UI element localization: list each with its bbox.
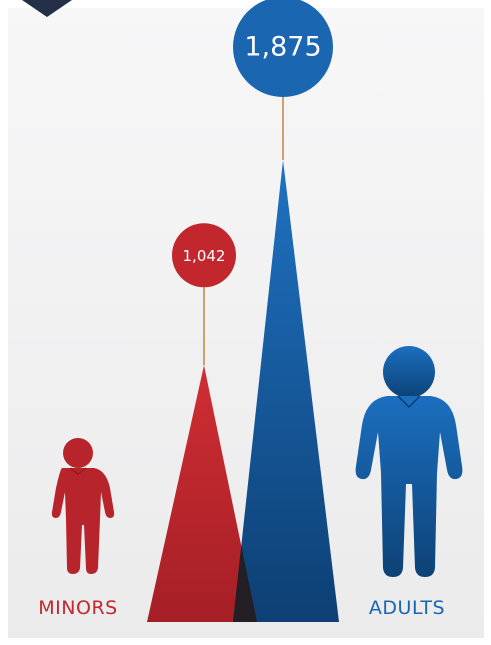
value-bubble-minors — [172, 223, 236, 288]
header-tab-icon — [22, 0, 72, 17]
category-label-adults: ADULTS — [369, 597, 445, 619]
adult-figure-icon — [355, 346, 463, 577]
bar-adults — [233, 160, 339, 622]
value-bubble-adults — [233, 0, 333, 97]
value-label-minors: 1,042 — [183, 247, 226, 265]
category-label-minors: MINORS — [38, 597, 117, 619]
bar-minors — [147, 365, 257, 622]
child-figure-icon — [51, 438, 115, 574]
value-label-adults: 1,875 — [244, 32, 321, 63]
